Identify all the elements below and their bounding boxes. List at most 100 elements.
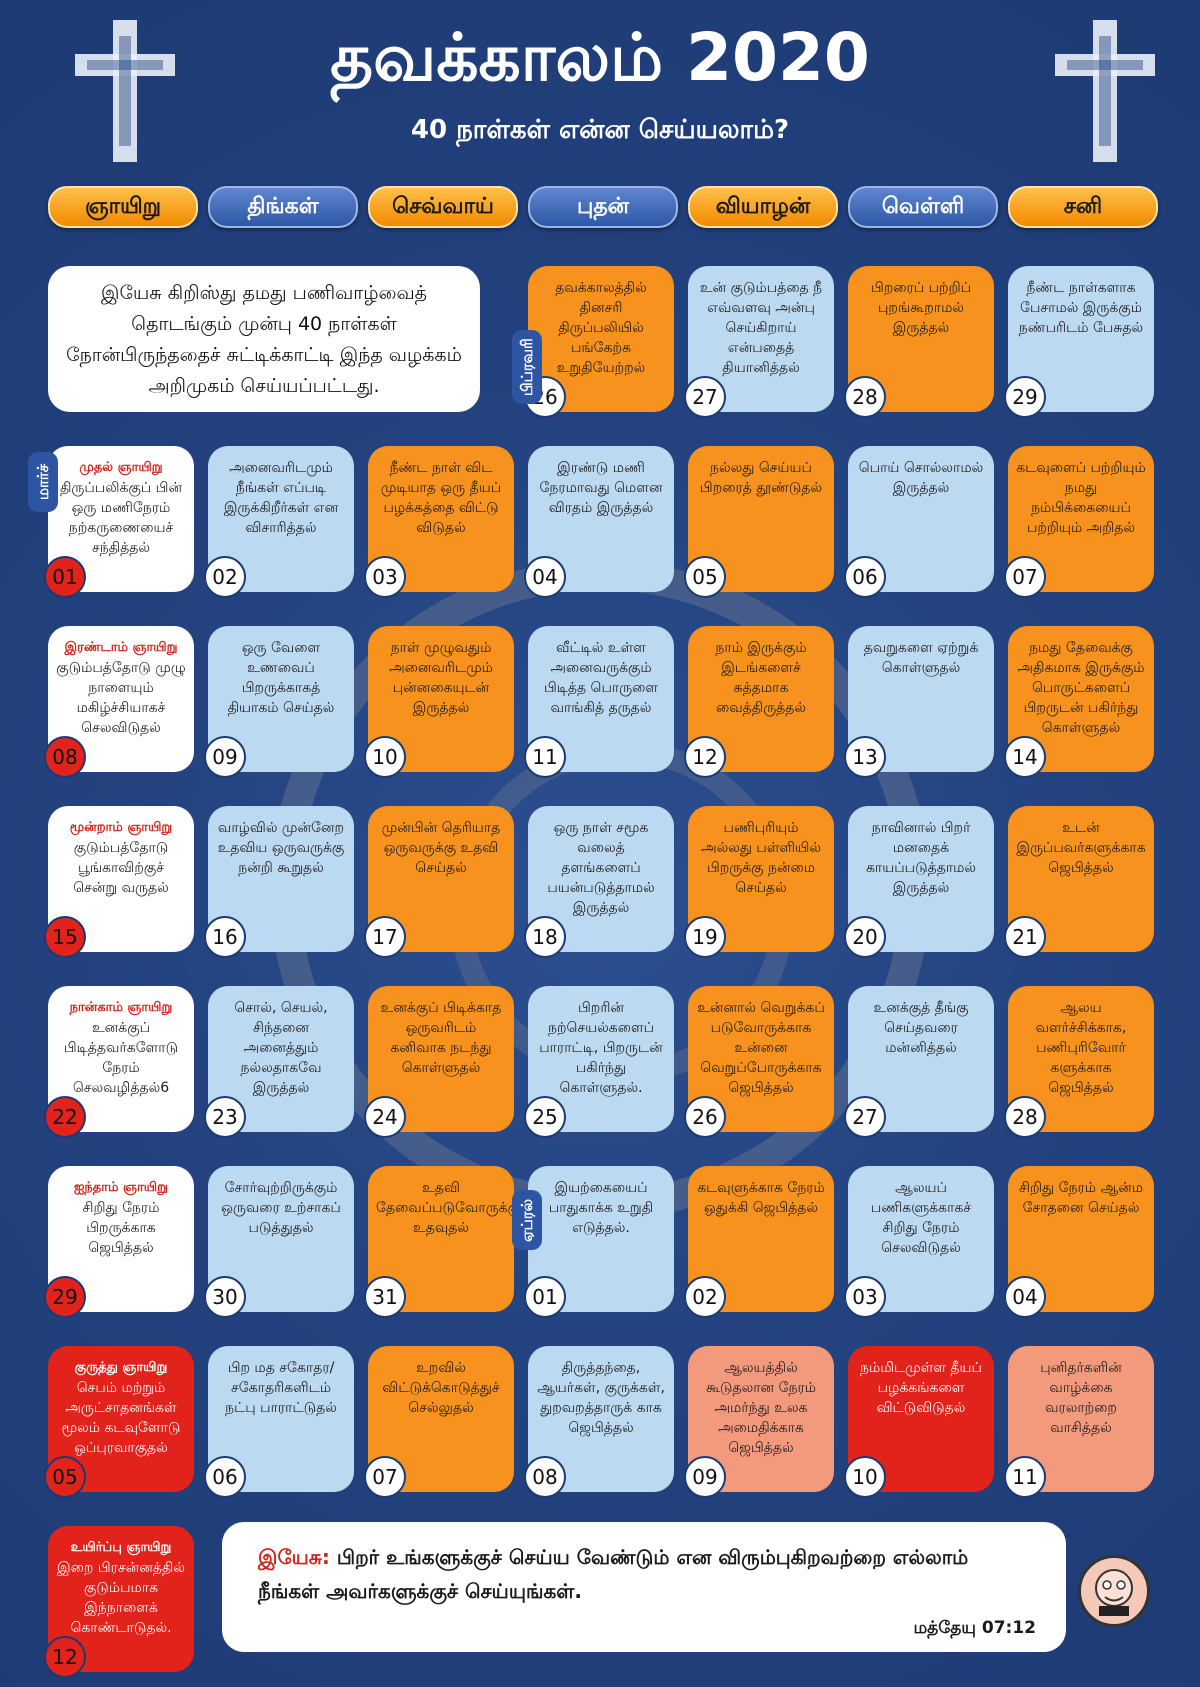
activity-text: சிறிது நேரம் ஆன்ம சோதனை செய்தல் <box>1018 1180 1144 1216</box>
activity-text: நீண்ட நாள்களாக பேசாமல் இருக்கும் நண்பரிட… <box>1018 280 1144 336</box>
calendar-day-cell: குருத்து ஞாயிறு செபம் மற்றும் அருட்சாதனங்… <box>44 1346 194 1498</box>
activity-text: திருப்பலிக்குப் பின் ஒரு மணிநேரம் நற்கரு… <box>59 480 183 556</box>
day-activity: உன் குடும்பத்தை நீ எவ்வளவு அன்பு செய்கிற… <box>696 278 826 378</box>
quote-reference: மத்தேயு 07:12 <box>913 1618 1036 1638</box>
activity-text: உன் குடும்பத்தை நீ எவ்வளவு அன்பு செய்கிற… <box>699 280 823 376</box>
day-activity: இரண்டாம் ஞாயிறு குடும்பத்தோடு முழு நாளையு… <box>56 638 186 738</box>
activity-text: வாழ்வில் முன்னேற உதவிய ஒருவருக்கு நன்றி … <box>217 820 345 876</box>
activity-text: குடும்பத்தோடு பூங்காவிற்குச் சென்று வருத… <box>73 840 169 896</box>
date-badge: 12 <box>684 736 726 778</box>
cross-icon-right <box>1055 20 1155 162</box>
calendar-day-cell: உதவி தேவைப்படுவோருக்கு உதவுதல் 31 <box>364 1166 520 1318</box>
calendar-day-cell: அனைவரிடமும் நீங்கள் எப்படி இருக்கிறீர்கள… <box>204 446 354 598</box>
activity-text: ஆலய வளர்ச்சிக்காக, பணிபுரிவோர் களுக்காக … <box>1035 1000 1127 1096</box>
day-activity: ஒரு வேளை உணவைப் பிறருக்காகத் தியாகம் செய… <box>216 638 346 718</box>
activity-text: உனக்குப் பிடித்தவர்களோடு நேரம் செலவழித்த… <box>63 1020 179 1096</box>
activity-text: உன்னால் வெறுக்கப் படுவோருக்காக உன்னை வெற… <box>697 1000 825 1096</box>
calendar-day-cell: முதல் ஞாயிறு திருப்பலிக்குப் பின் ஒரு மணி… <box>44 446 194 598</box>
date-badge: 04 <box>1004 1276 1046 1318</box>
activity-text: பொய் சொல்லாமல் இருத்தல் <box>858 460 984 496</box>
date-badge: 13 <box>844 736 886 778</box>
activity-text: நாம் இருக்கும் இடங்களைச் சுத்தமாக வைத்தி… <box>715 640 807 716</box>
date-badge: 11 <box>1004 1456 1046 1498</box>
activity-text: உதவி தேவைப்படுவோருக்கு உதவுதல் <box>376 1180 520 1236</box>
calendar-day-cell: வீட்டில் உள்ள அனைவருக்கும் பிடித்த பொருள… <box>524 626 674 778</box>
calendar-day-cell: இயற்கையைப் பாதுகாக்க உறுதி எடுத்தல். 01 <box>524 1166 674 1318</box>
date-badge: 01 <box>524 1276 566 1318</box>
date-badge: 08 <box>524 1456 566 1498</box>
month-tab-april: ஏப்ரல் <box>512 1190 542 1250</box>
calendar-day-cell: சிறிது நேரம் ஆன்ம சோதனை செய்தல் 04 <box>1004 1166 1154 1318</box>
date-badge: 07 <box>1004 556 1046 598</box>
day-activity: தவறுகளை ஏற்றுக் கொள்ளுதல் <box>856 638 986 678</box>
sunday-label: நான்காம் ஞாயிறு <box>69 1000 173 1015</box>
date-badge: 30 <box>204 1276 246 1318</box>
day-activity: நம்மிடமுள்ள தீயப் பழக்கங்களை விட்டுவிடுத… <box>856 1358 986 1418</box>
calendar-day-cell: பிற மத சகோதர/ சகோதரிகளிடம் நட்பு பாராட்ட… <box>204 1346 354 1498</box>
calendar-day-cell: ஒரு வேளை உணவைப் பிறருக்காகத் தியாகம் செய… <box>204 626 354 778</box>
weekday-header: புதன் <box>528 186 678 228</box>
activity-text: முன்பின் தெரியாத ஒருவருக்கு உதவி செய்தல் <box>381 820 501 876</box>
day-activity: புனிதர்களின் வாழ்க்கை வரலாற்றை வாசித்தல் <box>1016 1358 1146 1438</box>
calendar-day-cell: ஐந்தாம் ஞாயிறு சிறிது நேரம் பிறருக்காக ஜெ… <box>44 1166 194 1318</box>
calendar-day-cell: வாழ்வில் முன்னேற உதவிய ஒருவருக்கு நன்றி … <box>204 806 354 958</box>
weekday-header: திங்கள் <box>208 186 358 228</box>
day-activity: உனக்குப் பிடிக்காத ஒருவரிடம் கனிவாக நடந்… <box>376 998 506 1078</box>
date-badge: 03 <box>844 1276 886 1318</box>
date-badge: 29 <box>44 1276 86 1318</box>
activity-text: பிற மத சகோதர/ சகோதரிகளிடம் நட்பு பாராட்ட… <box>225 1360 337 1416</box>
activity-text: பணிபுரியும் அல்லது பள்ளியில் பிறருக்கு ந… <box>701 820 821 896</box>
day-activity: நாவினால் பிறர் மனதைக் காயப்படுத்தாமல் இர… <box>856 818 986 898</box>
date-badge: 23 <box>204 1096 246 1138</box>
day-activity: சோர்வுற்றிருக்கும் ஒருவரை உற்சாகப் படுத்… <box>216 1178 346 1238</box>
day-activity: நமது தேவைக்கு அதிகமாக இருக்கும் பொருட்கள… <box>1016 638 1146 738</box>
weekday-header: ஞாயிறு <box>48 186 198 228</box>
calendar-day-cell: இரண்டாம் ஞாயிறு குடும்பத்தோடு முழு நாளையு… <box>44 626 194 778</box>
calendar-day-cell: பொய் சொல்லாமல் இருத்தல் 06 <box>844 446 994 598</box>
quote-speaker: இயேசு: <box>258 1545 330 1569</box>
date-badge: 22 <box>44 1096 86 1138</box>
month-tab-february: பிப்ரவரி <box>512 330 542 404</box>
sunday-label: இரண்டாம் ஞாயிறு <box>64 640 178 655</box>
activity-text: நாள் முழுவதும் அனைவரிடமும் புன்னகையுடன் … <box>389 640 493 716</box>
activity-text: உறவில் விட்டுக்கொடுத்துச் செல்லுதல் <box>382 1360 500 1416</box>
day-activity: மூன்றாம் ஞாயிறு குடும்பத்தோடு பூங்காவிற்க… <box>56 818 186 898</box>
date-badge: 05 <box>44 1456 86 1498</box>
quote-text-block: இயேசு: பிறர் உங்களுக்குச் செய்ய வேண்டும்… <box>258 1540 1030 1608</box>
activity-text: புனிதர்களின் வாழ்க்கை வரலாற்றை வாசித்தல் <box>1040 1360 1122 1436</box>
activity-text: ஒரு வேளை உணவைப் பிறருக்காகத் தியாகம் செய… <box>227 640 335 716</box>
calendar-day-cell: உன் குடும்பத்தை நீ எவ்வளவு அன்பு செய்கிற… <box>684 266 834 418</box>
mascot-logo-icon <box>1078 1555 1150 1627</box>
calendar-day-cell: உனக்குத் தீங்கு செய்தவரை மன்னித்தல் 27 <box>844 986 994 1138</box>
activity-text: ஆலயத்தில் கூடுதலான நேரம் அமர்ந்து உலக அம… <box>705 1360 817 1456</box>
day-activity: பொய் சொல்லாமல் இருத்தல் <box>856 458 986 498</box>
date-badge: 25 <box>524 1096 566 1138</box>
day-activity: வாழ்வில் முன்னேற உதவிய ஒருவருக்கு நன்றி … <box>216 818 346 878</box>
quote-text: பிறர் உங்களுக்குச் செய்ய வேண்டும் என விர… <box>258 1545 969 1603</box>
day-activity: தவக்காலத்தில் தினசரி திருப்பலியில் பங்கே… <box>536 278 666 378</box>
date-badge: 28 <box>844 376 886 418</box>
date-badge: 08 <box>44 736 86 778</box>
activity-text: பிறரைப் பற்றிப் புறங்கூறாமல் இருத்தல் <box>870 280 972 336</box>
sunday-label: முதல் ஞாயிறு <box>79 460 163 475</box>
activity-text: சிறிது நேரம் பிறருக்காக ஜெபித்தல் <box>82 1200 160 1256</box>
calendar-day-cell: ஆலய வளர்ச்சிக்காக, பணிபுரிவோர் களுக்காக … <box>1004 986 1154 1138</box>
day-activity: பிற மத சகோதர/ சகோதரிகளிடம் நட்பு பாராட்ட… <box>216 1358 346 1418</box>
activity-text: உடன் இருப்பவர்களுக்காக ஜெபித்தல் <box>1016 820 1146 876</box>
day-activity: பணிபுரியும் அல்லது பள்ளியில் பிறருக்கு ந… <box>696 818 826 898</box>
calendar-day-cell: சொல், செயல், சிந்தனை அனைத்தும் நல்லதாகவே… <box>204 986 354 1138</box>
day-activity: நீண்ட நாள்களாக பேசாமல் இருக்கும் நண்பரிட… <box>1016 278 1146 338</box>
date-badge: 28 <box>1004 1096 1046 1138</box>
activity-text: ஒரு நாள் சமூக வலைத் தளங்களைப் பயன்படுத்த… <box>547 820 655 916</box>
day-activity: குருத்து ஞாயிறு செபம் மற்றும் அருட்சாதனங்… <box>56 1358 186 1458</box>
activity-text: ஆலயப் பணிகளுக்காகச் சிறிது நேரம் செலவிடு… <box>870 1180 972 1256</box>
sunday-label: குருத்து ஞாயிறு <box>74 1360 168 1375</box>
date-badge: 04 <box>524 556 566 598</box>
date-badge: 21 <box>1004 916 1046 958</box>
activity-text: செபம் மற்றும் அருட்சாதனங்கள் மூலம் கடவுள… <box>61 1380 181 1456</box>
date-badge: 11 <box>524 736 566 778</box>
day-activity: அனைவரிடமும் நீங்கள் எப்படி இருக்கிறீர்கள… <box>216 458 346 538</box>
day-activity: கடவுளைப் பற்றியும் நமது நம்பிக்கையைப் பற… <box>1016 458 1146 538</box>
sunday-label: ஐந்தாம் ஞாயிறு <box>74 1180 168 1195</box>
